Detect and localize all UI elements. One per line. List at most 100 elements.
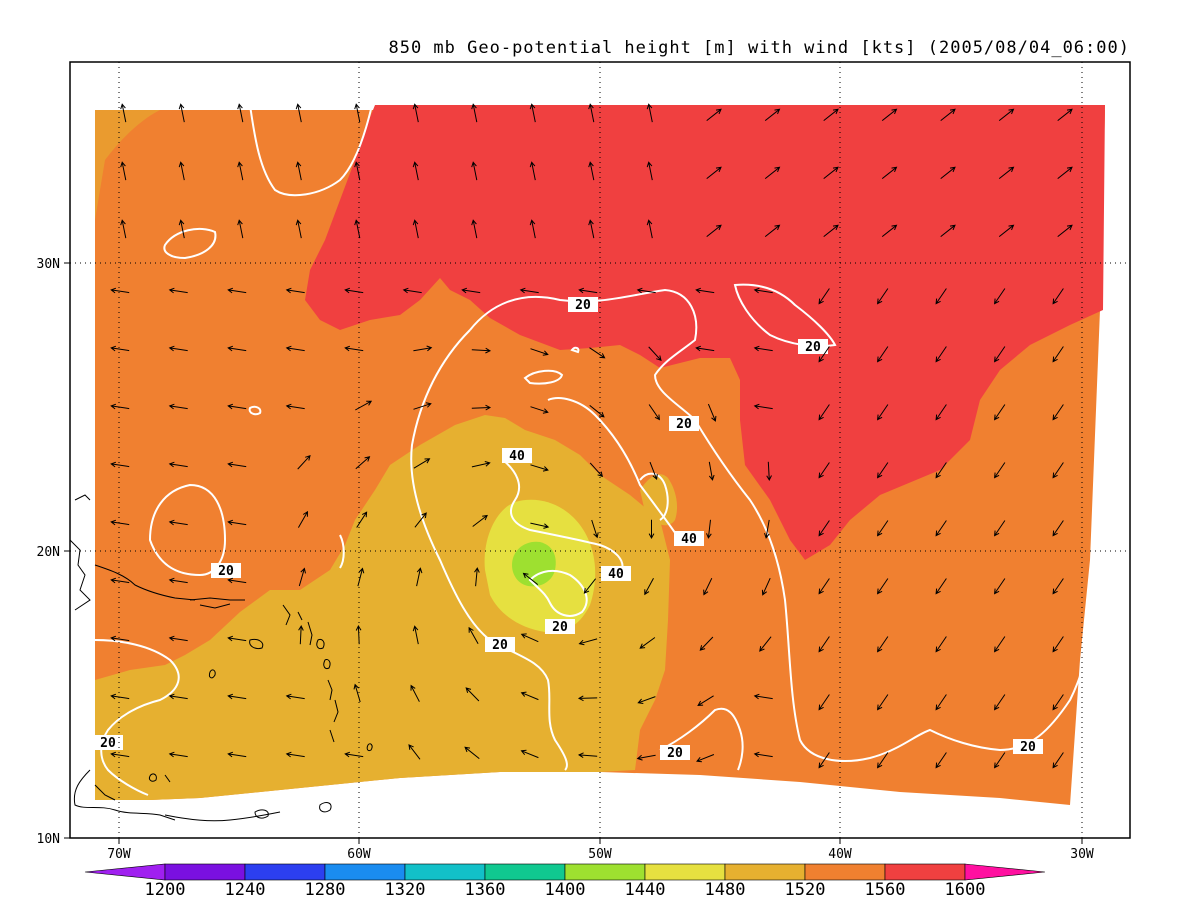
coastlines	[69, 494, 373, 822]
wind-arrow	[529, 219, 536, 239]
wind-arrow	[344, 345, 364, 352]
wind-arrow	[412, 103, 419, 123]
wind-arrow	[530, 348, 549, 356]
wind-arrow	[465, 687, 480, 702]
wind-arrow	[520, 749, 539, 759]
wind-arrow	[697, 695, 714, 706]
wind-arrow	[1052, 462, 1064, 479]
colorbar-label: 1440	[625, 880, 666, 900]
wind-arrow	[178, 161, 185, 181]
wind-arrow	[1052, 636, 1064, 653]
wind-arrow	[168, 693, 188, 700]
wind-arrow	[935, 694, 947, 711]
band-1480-1520-patch	[640, 474, 678, 526]
wind-arrow	[1052, 404, 1064, 421]
band-1560-1600-blob	[873, 406, 901, 432]
wind-arrow	[935, 288, 947, 305]
wind-arrow	[461, 287, 481, 294]
wind-arrow	[471, 103, 478, 123]
wind-arrow	[530, 464, 549, 472]
wind-arrow	[1052, 520, 1064, 537]
wind-arrow	[706, 519, 712, 539]
wind-arrow	[519, 287, 539, 294]
colorbar-label: 1520	[785, 880, 826, 900]
wind-arrow	[1052, 694, 1064, 711]
wind-arrow	[818, 578, 830, 595]
wind-arrow	[355, 624, 362, 645]
wind-arrow	[998, 224, 1015, 237]
wind-arrow	[522, 572, 539, 585]
grid-lines	[70, 62, 1130, 838]
axis-tick-marks	[64, 262, 1083, 844]
wind-arrow	[644, 578, 654, 596]
wind-arrow	[237, 103, 244, 123]
band-1520-1560-nw	[95, 110, 160, 220]
wind-arrow	[818, 752, 830, 769]
wind-arrow	[818, 346, 830, 363]
wind-arrow	[881, 166, 898, 179]
map-title: 850 mb Geo-potential height [m] with win…	[388, 38, 1130, 58]
x-tick-label: 50W	[588, 847, 612, 862]
x-tick-label: 30W	[1070, 847, 1094, 862]
wind-arrow	[940, 108, 956, 121]
x-tick-label: 40W	[828, 847, 852, 862]
wind-arrow	[877, 636, 889, 653]
wind-arrow	[998, 108, 1015, 121]
wind-arrow	[639, 637, 656, 649]
wind-arrow	[646, 103, 653, 123]
wind-arrow	[1052, 346, 1064, 363]
wind-arrow	[464, 746, 480, 759]
wind-arrow	[412, 625, 419, 645]
wind-arrow	[649, 461, 658, 480]
contour-label: 20	[218, 564, 234, 579]
wind-arrow	[994, 346, 1006, 363]
wind-arrow	[994, 752, 1006, 769]
wind-arrow	[344, 287, 364, 294]
wind-arrow	[474, 567, 480, 587]
wind-arrow	[168, 751, 188, 758]
wind-arrow	[637, 696, 656, 704]
wind-arrow	[706, 224, 722, 237]
wind-arrow	[353, 683, 361, 703]
wind-arrow	[766, 461, 772, 482]
wind-arrow	[110, 519, 130, 526]
y-tick-label: 10N	[37, 832, 60, 847]
contour-label: 20	[552, 620, 568, 635]
wind-arrow	[753, 287, 773, 294]
wind-arrow	[237, 161, 244, 181]
wind-arrow	[285, 287, 305, 294]
wind-arrow	[355, 456, 371, 470]
wind-arrow	[356, 511, 368, 528]
wind-arrow	[285, 403, 305, 410]
wind-arrow	[877, 694, 889, 711]
wind-arrow	[416, 567, 423, 587]
wind-arrow	[695, 287, 715, 294]
wind-arrow	[295, 219, 302, 239]
wind-arrow	[583, 578, 596, 594]
wind-arrow	[994, 404, 1006, 421]
wind-arrow	[168, 519, 188, 526]
colorbar: 1200 1240 1280 1320 1360 1400 1440 1480 1520 1560…	[84, 863, 1046, 900]
contour-label: 20	[676, 417, 692, 432]
wind-arrow	[699, 636, 714, 651]
y-axis-labels: 30N 20N 10N	[37, 257, 60, 847]
wind-arrow	[227, 403, 247, 410]
wind-arrow	[877, 752, 889, 769]
wind-arrow	[120, 161, 127, 181]
wind-arrow	[285, 345, 305, 352]
wind-arrow	[646, 161, 653, 181]
wind-arrow	[402, 287, 422, 294]
wind-arrow	[818, 520, 830, 537]
wind-arrow	[818, 404, 830, 421]
colorbar-swatch	[724, 863, 806, 881]
wind-arrow	[295, 161, 302, 181]
wind-arrow	[110, 403, 130, 410]
wind-arrow	[648, 346, 662, 362]
colorbar-swatch	[644, 863, 726, 881]
wind-arrow	[761, 577, 771, 596]
wind-arrow	[940, 166, 956, 179]
wind-arrow	[588, 161, 595, 181]
wind-arrow	[227, 751, 247, 758]
wind-arrow	[589, 405, 605, 418]
wind-arrow	[412, 161, 419, 181]
